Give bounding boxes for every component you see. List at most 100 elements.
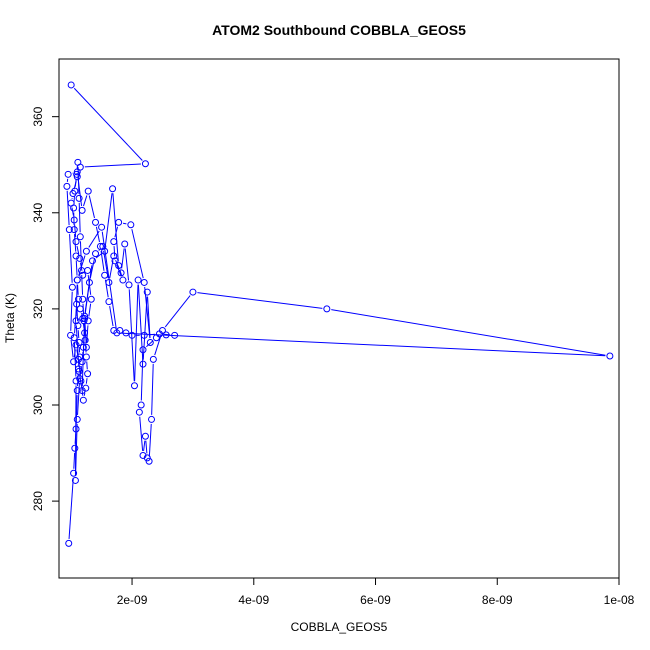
series-segment bbox=[88, 230, 100, 248]
series-segment bbox=[139, 416, 144, 452]
series-segment bbox=[197, 292, 323, 309]
series-segment bbox=[77, 284, 79, 295]
data-point bbox=[87, 295, 95, 303]
data-point bbox=[606, 352, 614, 360]
series-segment bbox=[85, 378, 88, 384]
data-point bbox=[63, 182, 71, 190]
series-segment bbox=[148, 423, 152, 457]
data-point bbox=[117, 269, 125, 277]
data-point bbox=[99, 242, 107, 250]
series-segment bbox=[73, 349, 76, 358]
data-point bbox=[71, 476, 79, 484]
series-segment bbox=[84, 320, 87, 343]
data-point bbox=[64, 170, 72, 178]
series-segment bbox=[73, 452, 76, 469]
data-point bbox=[84, 317, 92, 325]
data-point bbox=[76, 233, 84, 241]
data-point bbox=[73, 415, 81, 423]
data-point bbox=[79, 271, 87, 279]
data-point bbox=[69, 190, 77, 198]
x-tick-label: 4e-09 bbox=[238, 593, 269, 607]
data-point bbox=[81, 315, 89, 322]
data-point bbox=[82, 384, 90, 392]
data-point bbox=[141, 432, 149, 440]
data-point bbox=[70, 358, 78, 366]
series-segment bbox=[88, 195, 95, 219]
data-point bbox=[67, 199, 75, 207]
data-point bbox=[92, 218, 100, 226]
data-point bbox=[137, 401, 145, 409]
series-segment bbox=[164, 295, 191, 328]
data-point bbox=[79, 396, 87, 404]
series-segment bbox=[331, 309, 606, 356]
series-segment bbox=[76, 245, 80, 255]
series-segment bbox=[79, 241, 82, 266]
data-point bbox=[134, 276, 142, 284]
series-segment bbox=[87, 274, 92, 295]
data-point bbox=[88, 257, 96, 265]
y-tick-label: 340 bbox=[31, 202, 45, 222]
y-tick-label: 320 bbox=[31, 299, 45, 319]
series-segment bbox=[78, 202, 81, 233]
series-segment bbox=[75, 423, 78, 476]
data-point bbox=[72, 341, 80, 349]
x-tick-label: 2e-09 bbox=[117, 593, 148, 607]
series-segment bbox=[154, 334, 162, 356]
x-tick-label: 1e-08 bbox=[604, 593, 635, 607]
data-point bbox=[85, 278, 93, 286]
data-point bbox=[79, 295, 87, 303]
series-segment bbox=[80, 262, 83, 271]
data-point bbox=[121, 240, 129, 248]
data-point bbox=[135, 408, 143, 416]
data-point bbox=[78, 387, 86, 395]
data-point bbox=[127, 221, 135, 229]
series-segment bbox=[81, 322, 85, 387]
series-segment bbox=[89, 257, 96, 279]
data-point bbox=[139, 346, 147, 354]
data-point bbox=[113, 329, 121, 337]
data-point bbox=[70, 334, 78, 342]
data-point bbox=[148, 415, 156, 423]
series-segment bbox=[115, 259, 120, 269]
data-point bbox=[96, 242, 104, 250]
series-segment bbox=[66, 190, 70, 226]
data-point bbox=[143, 288, 151, 296]
series-segment bbox=[95, 226, 100, 243]
data-point bbox=[76, 305, 84, 313]
data-point bbox=[119, 276, 127, 284]
data-point bbox=[98, 223, 106, 231]
data-point bbox=[125, 281, 133, 289]
series-segment bbox=[146, 340, 154, 348]
data-point bbox=[82, 343, 90, 351]
data-point bbox=[140, 331, 148, 339]
data-point bbox=[70, 226, 78, 234]
x-axis: 2e-09 4e-09 6e-09 8e-09 1e-08 bbox=[117, 577, 635, 607]
data-point bbox=[146, 339, 154, 347]
data-point bbox=[141, 160, 149, 168]
data-point bbox=[82, 353, 90, 361]
series-segment bbox=[68, 477, 74, 539]
series-segment bbox=[109, 306, 114, 327]
data-point bbox=[101, 271, 109, 279]
series-segment bbox=[75, 260, 78, 276]
data-point bbox=[72, 425, 80, 433]
x-tick-label: 6e-09 bbox=[360, 593, 391, 607]
y-tick-label: 300 bbox=[31, 395, 45, 415]
data-point bbox=[72, 317, 80, 325]
data-point bbox=[171, 331, 179, 339]
series-segment bbox=[151, 363, 154, 415]
data-point bbox=[76, 163, 84, 171]
data-point bbox=[81, 312, 89, 320]
data-point bbox=[73, 173, 81, 181]
plot-frame bbox=[58, 58, 620, 579]
data-point bbox=[122, 329, 130, 337]
data-point bbox=[72, 238, 80, 246]
data-point bbox=[115, 262, 123, 270]
data-point bbox=[75, 367, 83, 375]
data-point bbox=[73, 300, 81, 308]
series-segment bbox=[100, 250, 105, 271]
data-point bbox=[145, 457, 153, 465]
series-segment bbox=[104, 193, 113, 247]
y-axis: 280 300 320 340 360 bbox=[31, 106, 60, 511]
